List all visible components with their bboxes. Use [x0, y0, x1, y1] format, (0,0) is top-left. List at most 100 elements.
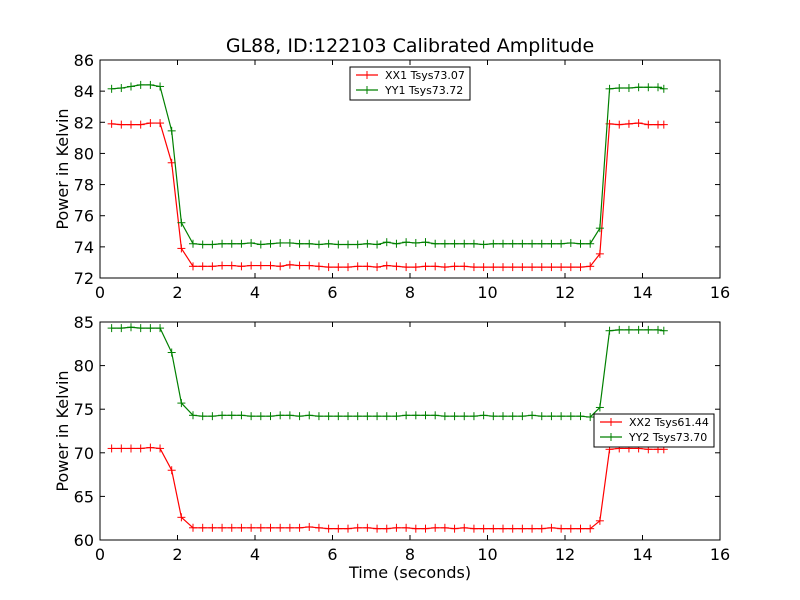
data-point-marker: [314, 412, 323, 421]
data-point-marker: [440, 523, 449, 532]
data-point-marker: [334, 524, 343, 533]
x-axis-label: Time (seconds): [348, 563, 471, 582]
data-point-marker: [146, 443, 155, 452]
data-point-marker: [659, 120, 668, 129]
data-point-marker: [586, 413, 595, 422]
data-point-marker: [450, 524, 459, 533]
data-point-marker: [431, 239, 440, 248]
x-tick-label: 2: [172, 283, 182, 302]
data-point-marker: [247, 523, 256, 532]
data-point-marker: [127, 120, 135, 129]
data-point-marker: [537, 412, 546, 421]
data-point-marker: [528, 524, 537, 533]
data-point-marker: [324, 524, 333, 533]
x-tick-label: 2: [172, 545, 182, 564]
data-point-marker: [146, 324, 155, 333]
data-point-marker: [659, 326, 668, 335]
data-point-marker: [177, 399, 186, 408]
legend-label: XX1 Tsys73.07: [385, 69, 465, 82]
data-point-marker: [334, 412, 343, 421]
data-point-marker: [177, 513, 186, 522]
data-point-marker: [127, 444, 135, 453]
data-point-marker: [305, 522, 314, 531]
y-tick-label: 72: [74, 269, 94, 288]
data-point-marker: [198, 412, 207, 421]
data-point-marker: [595, 224, 604, 233]
y-tick-label: 80: [74, 357, 94, 376]
data-point-marker: [440, 239, 449, 248]
data-point-marker: [227, 239, 236, 248]
data-point-marker: [198, 240, 207, 249]
data-point-marker: [576, 239, 585, 248]
data-point-marker: [489, 263, 498, 272]
data-point-marker: [489, 239, 498, 248]
data-point-marker: [624, 119, 633, 128]
y-axis-label: Power in Kelvin: [53, 108, 72, 229]
data-point-marker: [256, 412, 265, 421]
data-point-marker: [266, 523, 275, 532]
data-point-marker: [508, 263, 517, 272]
data-point-marker: [624, 325, 633, 334]
data-point-marker: [576, 524, 585, 533]
data-point-marker: [276, 411, 285, 420]
data-point-marker: [285, 260, 294, 269]
data-point-marker: [624, 84, 633, 93]
data-point-marker: [557, 524, 566, 533]
data-point-marker: [285, 523, 294, 532]
data-point-marker: [469, 239, 478, 248]
data-point-marker: [392, 239, 401, 248]
data-point-marker: [117, 324, 126, 333]
data-point-marker: [177, 218, 186, 227]
data-point-marker: [440, 412, 449, 421]
data-point-marker: [605, 326, 614, 335]
data-point-marker: [654, 325, 662, 334]
data-point-marker: [247, 261, 256, 270]
data-point-marker: [334, 263, 343, 272]
data-point-marker: [208, 412, 217, 421]
y-tick-label: 76: [74, 207, 94, 226]
series-1: [107, 323, 668, 422]
data-point-marker: [489, 412, 498, 421]
data-point-marker: [605, 84, 614, 93]
x-tick-label: 10: [477, 545, 497, 564]
series-0: [107, 119, 668, 272]
data-point-marker: [411, 524, 420, 533]
data-point-marker: [127, 323, 135, 332]
data-point-marker: [107, 119, 116, 128]
data-point-marker: [469, 263, 478, 272]
series-line: [111, 122, 664, 268]
data-point-marker: [363, 412, 372, 421]
data-point-marker: [237, 239, 246, 248]
data-point-marker: [295, 412, 304, 421]
y-tick-label: 74: [74, 238, 94, 257]
data-point-marker: [595, 403, 604, 412]
data-point-marker: [615, 325, 624, 334]
data-point-marker: [266, 239, 275, 248]
data-point-marker: [344, 412, 352, 421]
data-point-marker: [237, 262, 246, 271]
data-point-marker: [557, 239, 566, 248]
data-point-marker: [227, 411, 236, 420]
data-point-marker: [634, 325, 643, 334]
data-point-marker: [450, 412, 459, 421]
data-point-marker: [237, 523, 246, 532]
data-point-marker: [256, 261, 265, 270]
data-point-marker: [295, 239, 304, 248]
data-point-marker: [518, 524, 527, 533]
data-point-marker: [382, 261, 391, 270]
x-tick-label: 10: [477, 283, 497, 302]
data-point-marker: [353, 240, 362, 249]
data-point-marker: [189, 239, 197, 248]
data-point-marker: [107, 444, 116, 453]
data-point-marker: [479, 263, 488, 272]
data-point-marker: [469, 524, 478, 533]
data-point-marker: [499, 263, 507, 272]
x-tick-label: 6: [327, 283, 337, 302]
data-point-marker: [227, 523, 236, 532]
legend-label: YY2 Tsys73.70: [628, 431, 707, 444]
data-point-marker: [256, 240, 265, 249]
data-point-marker: [566, 263, 575, 272]
data-point-marker: [402, 523, 411, 532]
data-point-marker: [198, 523, 207, 532]
data-point-marker: [402, 263, 411, 272]
